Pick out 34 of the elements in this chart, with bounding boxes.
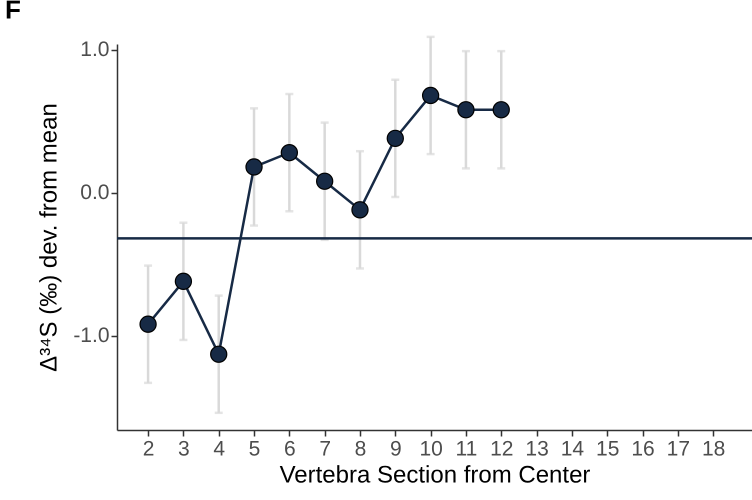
x-tick-label: 9	[390, 438, 402, 460]
point	[245, 158, 263, 176]
x-axis-title: Vertebra Section from Center	[280, 462, 590, 488]
x-tick-label: 6	[284, 438, 296, 460]
y-axis-title: Δ³⁴S (‰) dev. from mean	[35, 103, 62, 372]
x-tick-label: 10	[419, 438, 443, 460]
point	[280, 144, 298, 162]
x-tick-label: 16	[631, 438, 655, 460]
x-tick-label: 4	[213, 438, 226, 460]
text: F	[5, 0, 21, 25]
point	[316, 172, 334, 190]
y-tick-label: 0.0	[80, 181, 110, 204]
point	[174, 272, 192, 290]
x-tick-label: 12	[490, 438, 514, 460]
point	[422, 86, 440, 104]
x-tick-label: 14	[560, 438, 584, 460]
y-tick-label: -1.0	[73, 324, 110, 348]
point	[351, 201, 369, 218]
x-tick-label: 5	[248, 438, 260, 460]
point	[210, 346, 228, 363]
point	[457, 101, 475, 118]
x-tick-label: 2	[142, 438, 154, 460]
point	[492, 101, 510, 118]
x-tick-label: 8	[354, 438, 366, 460]
point	[386, 130, 404, 147]
x-tick-label: 15	[596, 438, 620, 460]
x-tick-label: 13	[525, 438, 549, 460]
point	[139, 316, 157, 333]
x-tick-label: 3	[178, 438, 190, 460]
x-tick-label: 17	[666, 438, 690, 460]
x-tick-label: 18	[702, 438, 726, 460]
x-tick-label: 11	[456, 438, 478, 460]
y-tick-label: 1.0	[80, 38, 110, 62]
x-tick-label: 7	[319, 438, 332, 460]
